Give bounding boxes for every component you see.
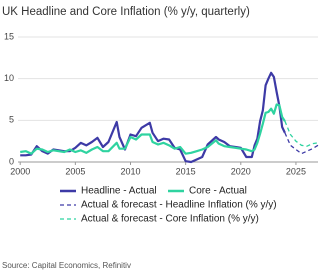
y-tick-label: 10 <box>4 73 14 83</box>
legend-label: Headline - Actual <box>81 186 157 197</box>
source: Source: Capital Economics, Refinitiv <box>2 261 131 270</box>
y-tick-label: 5 <box>9 115 14 125</box>
chart-title: UK Headline and Core Inflation (% y/y, q… <box>2 6 250 18</box>
series-line <box>20 103 286 155</box>
series-line <box>284 120 319 147</box>
series-line <box>20 71 286 164</box>
x-tick-label: 2005 <box>65 166 85 176</box>
y-tick-label: 0 <box>9 156 14 166</box>
x-tick-label: 2010 <box>120 166 140 176</box>
legend-label: Core - Actual <box>189 186 247 197</box>
y-tick-label: 15 <box>4 31 14 41</box>
x-tick-label: 2025 <box>286 166 306 176</box>
legend-label: Actual & forecast - Core Inflation (% y/… <box>81 214 259 225</box>
legend-label: Actual & forecast - Headline Inflation (… <box>81 200 277 211</box>
x-tick-label: 2015 <box>176 166 196 176</box>
x-tick-label: 2020 <box>231 166 251 176</box>
x-tick-label: 2000 <box>10 166 30 176</box>
